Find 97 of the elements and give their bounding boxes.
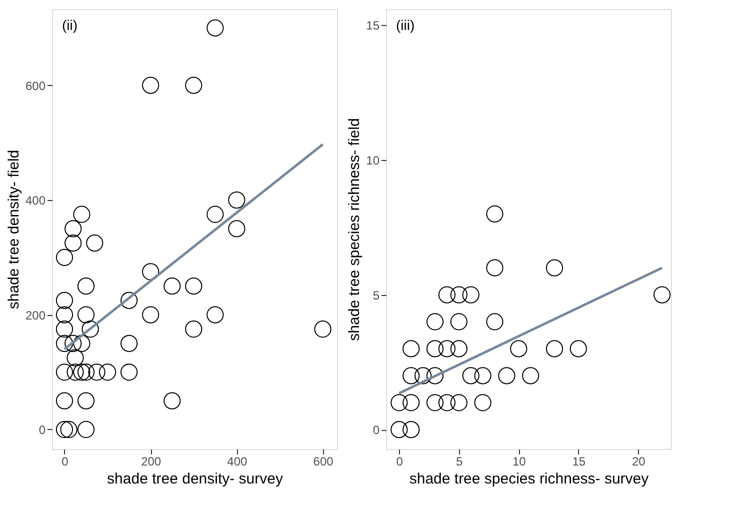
- point: [73, 334, 90, 352]
- point: [77, 392, 95, 410]
- x-tick-label: 400: [227, 454, 248, 468]
- point: [426, 313, 444, 330]
- annotation: (ii): [62, 17, 78, 33]
- point: [228, 191, 246, 209]
- point: [390, 394, 408, 412]
- point: [164, 392, 181, 410]
- x-tick-label: 0: [396, 454, 404, 468]
- point: [164, 278, 181, 295]
- point: [64, 220, 82, 238]
- point: [64, 334, 82, 352]
- point: [414, 367, 432, 384]
- point: [120, 292, 138, 309]
- point: [206, 19, 224, 36]
- point: [56, 248, 74, 266]
- point: [486, 313, 504, 330]
- point: [402, 421, 420, 438]
- point: [77, 420, 95, 438]
- point: [185, 278, 202, 295]
- y-tick-label: 0: [372, 423, 380, 438]
- x-tick-label: 5: [456, 454, 464, 468]
- point: [64, 234, 82, 252]
- point: [56, 306, 74, 324]
- point: [77, 364, 95, 381]
- y-tick-label: 15: [366, 18, 380, 33]
- point: [185, 76, 202, 94]
- point: [438, 394, 456, 412]
- point: [450, 313, 468, 330]
- y-tick-label: 200: [25, 308, 46, 322]
- y-tick-label: 600: [25, 78, 46, 93]
- point: [120, 364, 138, 381]
- x-tick-label: 20: [632, 454, 646, 468]
- point: [402, 367, 420, 384]
- point: [653, 286, 671, 304]
- point: [438, 340, 456, 358]
- point: [390, 421, 408, 438]
- point: [185, 320, 202, 338]
- point: [462, 286, 480, 304]
- point: [98, 364, 116, 381]
- point: [450, 340, 468, 358]
- point: [206, 206, 224, 223]
- point: [56, 292, 74, 309]
- y-axis-title: shade tree density- field: [5, 150, 22, 310]
- x-tick-label: 10: [512, 454, 526, 468]
- point: [206, 306, 224, 324]
- point: [570, 340, 587, 358]
- point: [450, 394, 468, 412]
- point: [56, 320, 74, 338]
- point: [56, 364, 74, 381]
- point: [498, 367, 516, 384]
- point: [486, 259, 504, 276]
- point: [402, 394, 420, 412]
- y-tick-label: 400: [25, 194, 46, 208]
- x-tick-label: 200: [141, 454, 162, 468]
- point: [426, 340, 444, 358]
- point: [474, 367, 492, 384]
- point: [474, 394, 492, 412]
- point: [73, 206, 90, 223]
- point: [522, 367, 540, 384]
- annotation: (iii): [396, 17, 415, 33]
- point: [86, 234, 104, 252]
- y-axis-title: shade tree species richness- field: [346, 118, 364, 341]
- point: [82, 320, 99, 338]
- point: [314, 320, 332, 338]
- x-axis-title: shade tree species richness- survey: [409, 470, 650, 488]
- point: [510, 340, 528, 358]
- x-tick-label: 0: [62, 454, 69, 468]
- point: [402, 340, 420, 358]
- point: [60, 420, 78, 438]
- x-tick-label: 15: [572, 454, 586, 468]
- point: [66, 364, 84, 381]
- point: [56, 420, 74, 438]
- x-axis-title: shade tree density- survey: [107, 470, 284, 488]
- x-tick-label: 600: [313, 454, 334, 468]
- point: [426, 367, 444, 384]
- point: [77, 278, 95, 295]
- point: [438, 286, 456, 304]
- point: [56, 392, 74, 410]
- y-tick-label: 10: [366, 153, 380, 168]
- point: [486, 205, 504, 222]
- point: [228, 220, 246, 238]
- point: [450, 286, 468, 304]
- point: [142, 76, 160, 94]
- point: [142, 306, 160, 324]
- point: [73, 364, 90, 381]
- point: [462, 367, 480, 384]
- point: [56, 334, 74, 352]
- point: [88, 364, 106, 381]
- point: [546, 340, 564, 358]
- y-tick-label: 5: [372, 288, 380, 302]
- point: [66, 349, 84, 366]
- point: [546, 259, 564, 276]
- point: [120, 334, 138, 352]
- point: [426, 394, 444, 412]
- y-tick-label: 0: [38, 422, 46, 437]
- point: [77, 306, 95, 324]
